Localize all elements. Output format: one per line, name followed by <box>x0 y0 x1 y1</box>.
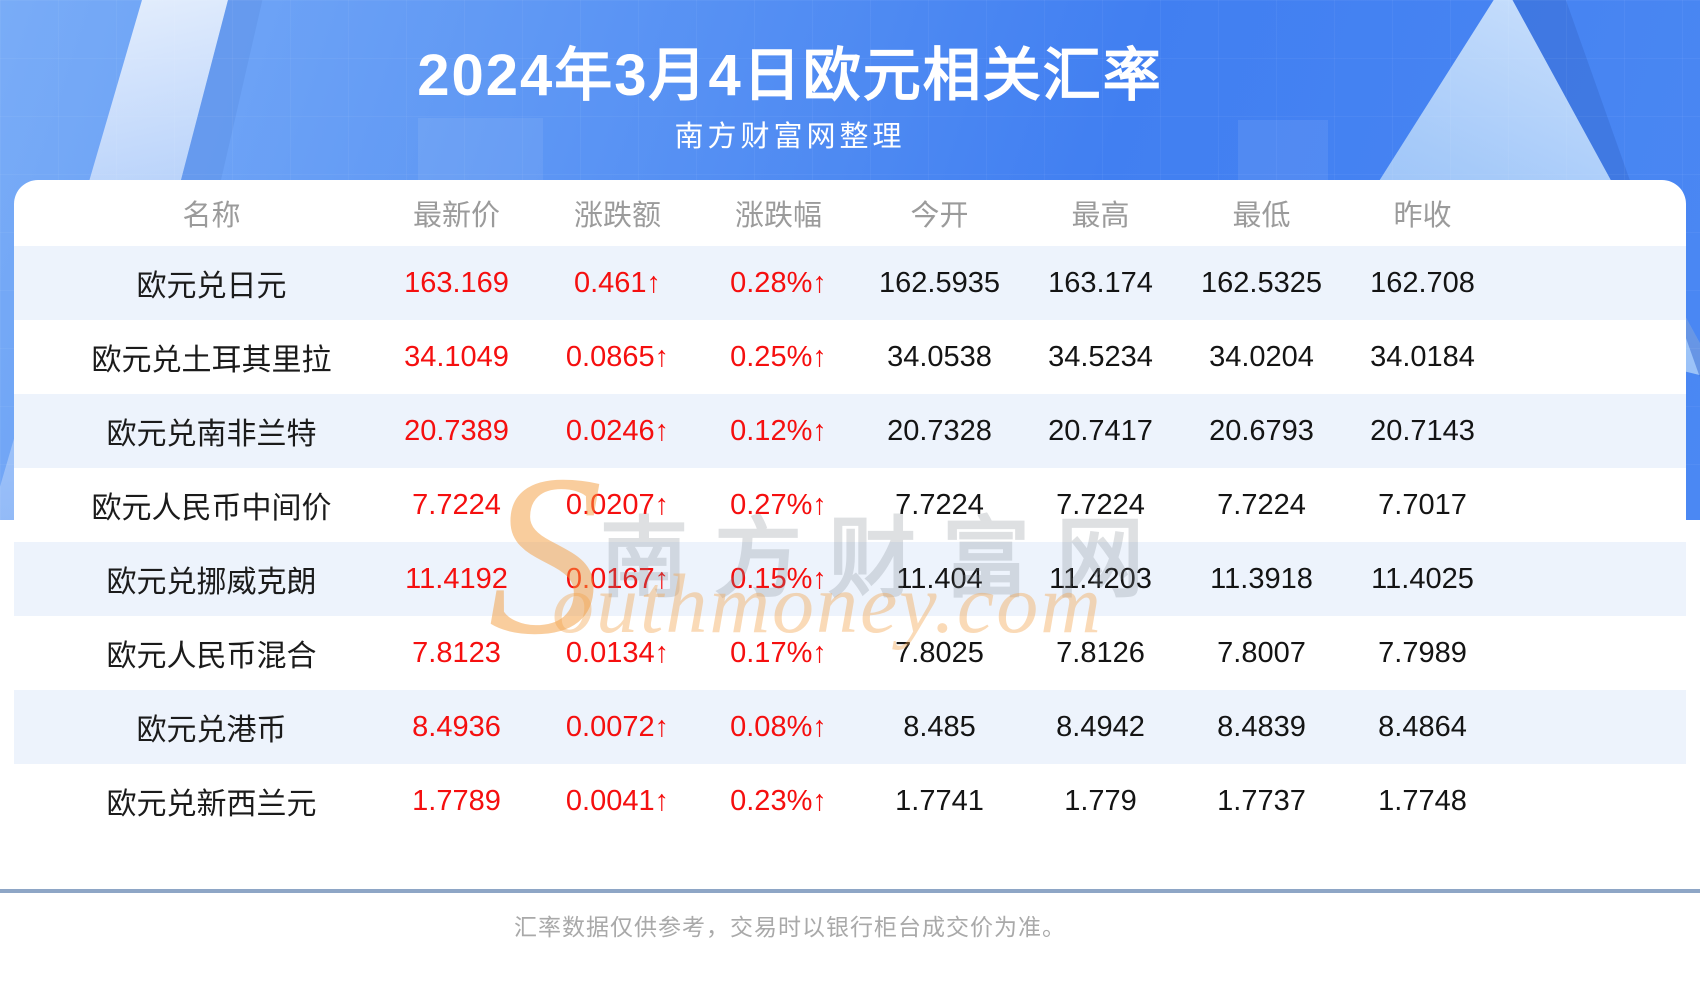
cell-open: 34.0538 <box>887 340 992 373</box>
cell-low: 20.6793 <box>1209 414 1314 447</box>
cell-prev-close: 162.708 <box>1370 266 1475 299</box>
column-header-open: 今开 <box>910 200 969 232</box>
cell-low: 7.8007 <box>1217 636 1306 669</box>
cell-change-percent: 0.15%↑ <box>730 562 827 595</box>
cell-high: 7.8126 <box>1056 636 1145 669</box>
cell-low: 1.7737 <box>1217 784 1306 817</box>
cell-low: 34.0204 <box>1209 340 1314 373</box>
cell-spacer <box>1503 320 1686 394</box>
column-header-high: 最高 <box>1071 200 1130 232</box>
cell-latest-price: 7.8123 <box>412 636 501 669</box>
cell-spacer <box>1503 542 1686 616</box>
cell-low: 8.4839 <box>1217 710 1306 743</box>
footer-divider <box>0 889 1700 893</box>
cell-latest-price: 7.7224 <box>412 488 501 521</box>
cell-spacer <box>1503 690 1686 764</box>
cell-spacer <box>1503 468 1686 542</box>
cell-change-amount: 0.0865↑ <box>565 340 670 373</box>
table-row: 欧元兑土耳其里拉 34.1049 0.0865↑ 0.25%↑ 34.0538 34.52… <box>14 320 1686 394</box>
cell-open: 7.7224 <box>895 488 984 521</box>
cell-change-amount: 0.0072↑ <box>565 710 670 743</box>
cell-spacer <box>1503 246 1686 320</box>
cell-low: 162.5325 <box>1201 266 1322 299</box>
column-header-name: 名称 <box>182 200 241 232</box>
cell-name: 欧元兑新西兰元 <box>106 788 317 821</box>
rates-table: 名称 最新价 涨跌额 涨跌幅 今开 最高 最低 昨收 欧元兑日元 163.169 0.461↑ 0.… <box>14 180 1686 838</box>
cell-name: 欧元兑日元 <box>136 270 287 303</box>
cell-prev-close: 34.0184 <box>1370 340 1475 373</box>
rates-table-panel: 名称 最新价 涨跌额 涨跌幅 今开 最高 最低 昨收 欧元兑日元 163.169 0.461↑ 0.… <box>14 180 1686 891</box>
cell-low: 11.3918 <box>1210 562 1313 595</box>
column-header-change-amount: 涨跌额 <box>573 200 661 232</box>
cell-open: 20.7328 <box>887 414 992 447</box>
cell-change-percent: 0.28%↑ <box>730 266 827 299</box>
cell-open: 8.485 <box>903 710 976 743</box>
cell-change-amount: 0.0134↑ <box>565 636 670 669</box>
column-header-low: 最低 <box>1232 200 1291 232</box>
cell-name: 欧元人民币混合 <box>106 640 317 673</box>
table-row: 欧元兑挪威克朗 11.4192 0.0167↑ 0.15%↑ 11.404 11.4203… <box>14 542 1686 616</box>
cell-change-percent: 0.08%↑ <box>730 710 827 743</box>
cell-spacer <box>1503 764 1686 838</box>
cell-latest-price: 1.7789 <box>412 784 501 817</box>
cell-spacer <box>1503 394 1686 468</box>
cell-prev-close: 11.4025 <box>1371 562 1474 595</box>
cell-high: 11.4203 <box>1049 562 1152 595</box>
cell-prev-close: 1.7748 <box>1378 784 1467 817</box>
cell-open: 162.5935 <box>879 266 1000 299</box>
page-title: 2024年3月4日欧元相关汇率 <box>417 43 1163 108</box>
cell-prev-close: 7.7989 <box>1378 636 1467 669</box>
cell-latest-price: 11.4192 <box>405 562 508 595</box>
cell-name: 欧元兑挪威克朗 <box>106 566 317 599</box>
cell-change-amount: 0.461↑ <box>573 266 662 299</box>
cell-high: 7.7224 <box>1056 488 1145 521</box>
cell-change-percent: 0.25%↑ <box>730 340 827 373</box>
table-row: 欧元兑日元 163.169 0.461↑ 0.28%↑ 162.5935 163.174 1… <box>14 246 1686 320</box>
cell-name: 欧元兑土耳其里拉 <box>91 344 332 377</box>
cell-latest-price: 20.7389 <box>404 414 509 447</box>
table-row: 欧元兑南非兰特 20.7389 0.0246↑ 0.12%↑ 20.7328 20.741… <box>14 394 1686 468</box>
table-body: 欧元兑日元 163.169 0.461↑ 0.28%↑ 162.5935 163.174 1… <box>14 246 1686 838</box>
cell-name: 欧元人民币中间价 <box>91 492 332 525</box>
cell-high: 20.7417 <box>1048 414 1153 447</box>
cell-name: 欧元兑港币 <box>136 714 287 747</box>
cell-change-percent: 0.27%↑ <box>730 488 827 521</box>
cell-prev-close: 7.7017 <box>1378 488 1467 521</box>
table-row: 欧元人民币中间价 7.7224 0.0207↑ 0.27%↑ 7.7224 7.7224 7… <box>14 468 1686 542</box>
cell-change-amount: 0.0207↑ <box>565 488 670 521</box>
cell-open: 7.8025 <box>895 636 984 669</box>
page-subtitle: 南方财富网整理 <box>674 121 906 153</box>
cell-prev-close: 20.7143 <box>1370 414 1475 447</box>
cell-name: 欧元兑南非兰特 <box>106 418 317 451</box>
column-header-latest-price: 最新价 <box>412 200 500 232</box>
cell-change-percent: 0.17%↑ <box>730 636 827 669</box>
cell-change-amount: 0.0167↑ <box>565 562 670 595</box>
cell-change-percent: 0.12%↑ <box>730 414 827 447</box>
column-header-spacer <box>1503 180 1686 246</box>
cell-open: 11.404 <box>896 562 983 595</box>
cell-low: 7.7224 <box>1217 488 1306 521</box>
footer-disclaimer: 汇率数据仅供参考，交易时以银行柜台成交价为准。 <box>514 914 1066 940</box>
table-row: 欧元兑港币 8.4936 0.0072↑ 0.08%↑ 8.485 8.4942 8.483… <box>14 690 1686 764</box>
column-header-change-percent: 涨跌幅 <box>734 200 822 232</box>
cell-latest-price: 8.4936 <box>412 710 501 743</box>
cell-high: 8.4942 <box>1056 710 1145 743</box>
column-header-prev-close: 昨收 <box>1393 200 1452 232</box>
cell-high: 34.5234 <box>1048 340 1153 373</box>
cell-change-amount: 0.0246↑ <box>565 414 670 447</box>
cell-prev-close: 8.4864 <box>1378 710 1467 743</box>
cell-change-amount: 0.0041↑ <box>565 784 670 817</box>
cell-latest-price: 34.1049 <box>404 340 509 373</box>
cell-spacer <box>1503 616 1686 690</box>
table-row: 欧元人民币混合 7.8123 0.0134↑ 0.17%↑ 7.8025 7.8126 7.… <box>14 616 1686 690</box>
table-header-row: 名称 最新价 涨跌额 涨跌幅 今开 最高 最低 昨收 <box>14 180 1686 246</box>
table-row: 欧元兑新西兰元 1.7789 0.0041↑ 0.23%↑ 1.7741 1.779 1.7… <box>14 764 1686 838</box>
cell-latest-price: 163.169 <box>404 266 509 299</box>
cell-high: 163.174 <box>1048 266 1153 299</box>
cell-high: 1.779 <box>1064 784 1137 817</box>
cell-open: 1.7741 <box>895 784 984 817</box>
cell-change-percent: 0.23%↑ <box>730 784 827 817</box>
